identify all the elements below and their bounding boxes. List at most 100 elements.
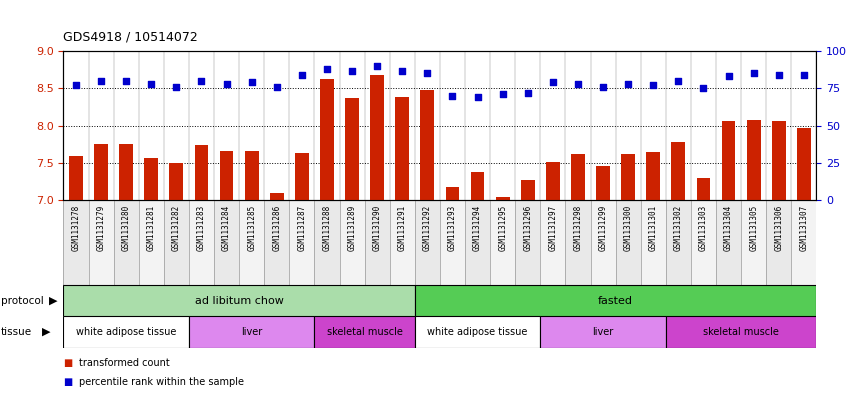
Bar [571, 154, 585, 200]
Bar [195, 145, 208, 200]
Bar [470, 172, 485, 200]
Bar [365, 200, 390, 285]
Text: GSM1131282: GSM1131282 [172, 205, 181, 251]
Text: GSM1131290: GSM1131290 [373, 205, 382, 251]
Text: GSM1131281: GSM1131281 [147, 205, 156, 251]
Text: ▶: ▶ [42, 327, 51, 337]
Point [69, 82, 83, 88]
Bar [295, 153, 309, 200]
Text: transformed count: transformed count [79, 358, 169, 368]
Text: GSM1131301: GSM1131301 [649, 205, 657, 251]
Bar [546, 162, 560, 200]
Text: GSM1131280: GSM1131280 [122, 205, 130, 251]
Text: white adipose tissue: white adipose tissue [427, 327, 528, 337]
Bar [591, 200, 616, 285]
Text: skeletal muscle: skeletal muscle [703, 327, 779, 337]
Bar [315, 200, 339, 285]
Text: GSM1131295: GSM1131295 [498, 205, 507, 251]
Text: ■: ■ [63, 358, 73, 368]
Point [420, 70, 434, 77]
Point [371, 63, 384, 69]
Text: tissue: tissue [1, 327, 32, 337]
Text: GSM1131283: GSM1131283 [197, 205, 206, 251]
Text: GSM1131284: GSM1131284 [222, 205, 231, 251]
Point [470, 94, 484, 101]
Bar [63, 316, 189, 348]
Point [797, 72, 810, 78]
Bar [371, 75, 384, 200]
Point [145, 81, 158, 87]
Bar [113, 200, 139, 285]
Text: GSM1131293: GSM1131293 [448, 205, 457, 251]
Bar [270, 193, 283, 200]
Bar [145, 158, 158, 200]
Text: liver: liver [241, 327, 262, 337]
Text: GSM1131298: GSM1131298 [574, 205, 582, 251]
Bar [741, 200, 766, 285]
Point [722, 73, 735, 80]
Text: GSM1131300: GSM1131300 [624, 205, 633, 251]
Text: GSM1131297: GSM1131297 [548, 205, 558, 251]
Point [646, 82, 660, 88]
Text: protocol: protocol [1, 296, 44, 306]
Bar [515, 200, 541, 285]
Point [395, 67, 409, 73]
Bar [691, 200, 716, 285]
Point [596, 84, 610, 90]
Bar [139, 200, 164, 285]
Bar [415, 200, 440, 285]
Text: GSM1131292: GSM1131292 [423, 205, 431, 251]
Bar [244, 151, 259, 200]
Bar [565, 200, 591, 285]
Bar [69, 156, 83, 200]
Text: percentile rank within the sample: percentile rank within the sample [79, 376, 244, 387]
Bar [220, 151, 233, 200]
Bar [119, 144, 133, 200]
Bar [239, 200, 264, 285]
Bar [672, 142, 685, 200]
Bar [339, 200, 365, 285]
Bar [596, 166, 610, 200]
Text: liver: liver [592, 327, 613, 337]
Bar [722, 121, 735, 200]
Text: skeletal muscle: skeletal muscle [327, 327, 403, 337]
Bar [446, 187, 459, 200]
Text: GSM1131294: GSM1131294 [473, 205, 482, 251]
Text: GSM1131289: GSM1131289 [348, 205, 356, 251]
Point [244, 79, 258, 86]
Bar [89, 200, 113, 285]
Text: ad libitum chow: ad libitum chow [195, 296, 283, 306]
Point [94, 78, 107, 84]
Point [169, 84, 183, 90]
Bar [164, 200, 189, 285]
Bar [169, 163, 184, 200]
Point [295, 72, 309, 78]
Bar [315, 316, 415, 348]
Point [345, 67, 359, 73]
Bar [490, 200, 515, 285]
Text: GSM1131285: GSM1131285 [247, 205, 256, 251]
Text: GSM1131291: GSM1131291 [398, 205, 407, 251]
Bar [264, 200, 289, 285]
Point [747, 70, 761, 77]
Text: GSM1131307: GSM1131307 [799, 205, 808, 251]
Text: GSM1131303: GSM1131303 [699, 205, 708, 251]
Bar [345, 98, 359, 200]
Text: GSM1131286: GSM1131286 [272, 205, 281, 251]
Bar [666, 316, 816, 348]
Text: GSM1131287: GSM1131287 [298, 205, 306, 251]
Bar [395, 97, 409, 200]
Text: GSM1131306: GSM1131306 [774, 205, 783, 251]
Bar [621, 154, 635, 200]
Point [119, 78, 133, 84]
Text: GSM1131305: GSM1131305 [750, 205, 758, 251]
Bar [640, 200, 666, 285]
Bar [94, 144, 108, 200]
Text: GSM1131299: GSM1131299 [599, 205, 607, 251]
Bar [747, 120, 761, 200]
Bar [716, 200, 741, 285]
Point [270, 84, 283, 90]
Bar [766, 200, 791, 285]
Bar [415, 316, 541, 348]
Bar [772, 121, 786, 200]
